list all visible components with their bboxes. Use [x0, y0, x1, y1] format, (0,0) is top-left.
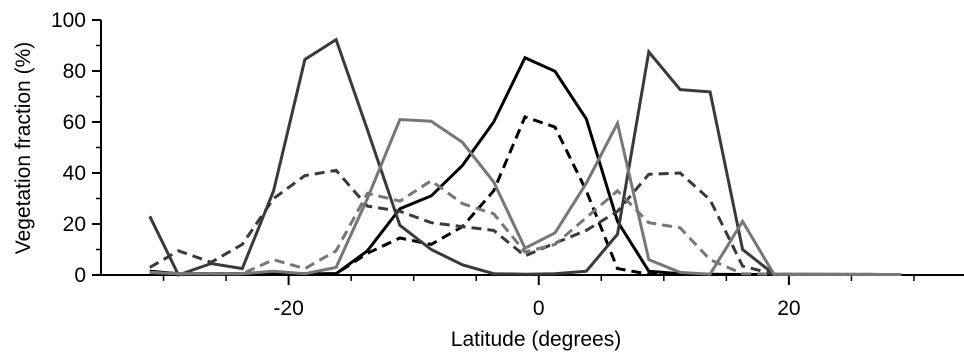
x-tick-label: 20	[777, 297, 800, 320]
y-tick-label: 60	[63, 111, 86, 134]
y-tick-label: 100	[51, 9, 86, 32]
series-line-6	[149, 178, 902, 276]
y-tick-label: 20	[63, 213, 86, 236]
x-tick-label: 0	[533, 297, 545, 320]
y-axis-title: Vegetation fraction (%)	[12, 42, 35, 254]
series-line-5	[149, 117, 902, 276]
series-line-3	[148, 37, 902, 277]
series-layer	[148, 37, 902, 277]
y-tick-label: 40	[63, 162, 86, 185]
series-line-1	[149, 55, 902, 276]
y-tick-label: 80	[63, 60, 86, 83]
y-tick-label: 0	[74, 264, 86, 287]
series-line-4	[149, 168, 902, 276]
x-axis-title: Latitude (degrees)	[451, 328, 621, 351]
x-tick-label: -20	[273, 297, 303, 320]
